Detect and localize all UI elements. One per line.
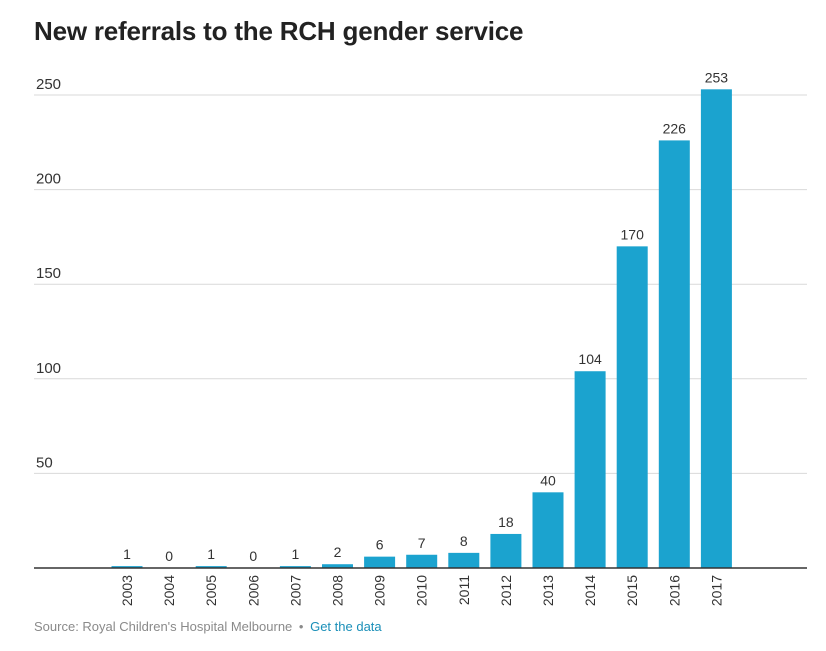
y-tick-label: 250: [36, 76, 61, 93]
x-tick-label: 2013: [540, 575, 556, 606]
data-label: 170: [621, 226, 645, 242]
bar: [658, 140, 690, 568]
data-label: 104: [578, 351, 602, 367]
get-the-data-link[interactable]: Get the data: [310, 619, 382, 634]
x-tick-label: 2017: [708, 575, 724, 606]
bar: [700, 89, 732, 568]
x-tick-label: 2003: [119, 575, 135, 606]
x-tick-label: 2014: [582, 575, 598, 606]
source-text: Source: Royal Children's Hospital Melbou…: [34, 619, 293, 634]
bars: [111, 89, 732, 569]
x-tick-label: 2007: [287, 575, 303, 606]
y-tick-label: 50: [36, 454, 53, 471]
bar: [406, 554, 438, 568]
bar: [195, 566, 227, 568]
data-label: 253: [705, 69, 729, 85]
data-labels: 1 0 1 0 1 2 6 7 8 18 40 104 170 226 253: [123, 69, 728, 564]
bar: [532, 492, 564, 568]
data-label: 40: [540, 472, 556, 488]
y-tick-label: 200: [36, 171, 61, 188]
x-tick-label: 2016: [666, 575, 682, 606]
bar: [322, 564, 353, 568]
bar: [364, 556, 396, 568]
x-tick-label: 2006: [245, 575, 261, 606]
bar: [448, 552, 480, 568]
x-tick-label: 2009: [372, 575, 388, 606]
x-tick-label: 2010: [414, 575, 430, 606]
data-label: 226: [663, 120, 687, 136]
data-label: 18: [498, 514, 514, 530]
data-label: 0: [249, 548, 257, 564]
x-tick-label: 2012: [498, 575, 514, 606]
y-tick-label: 150: [36, 265, 61, 282]
bar: [111, 566, 143, 568]
x-tick-label: 2011: [456, 575, 472, 605]
x-tick-label: 2015: [624, 575, 640, 606]
bar: [574, 371, 606, 568]
data-label: 6: [376, 537, 384, 553]
gridlines: [34, 94, 807, 474]
data-label: 2: [334, 544, 342, 560]
data-label: 1: [207, 546, 215, 562]
source-footer: Source: Royal Children's Hospital Melbou…: [34, 619, 382, 634]
x-tick-label: 2005: [203, 575, 219, 606]
footer-separator: •: [298, 619, 304, 634]
data-label: 1: [292, 546, 300, 562]
data-label: 0: [165, 548, 173, 564]
y-axis-tick-labels: 50 100 150 200 250: [36, 76, 61, 471]
bar: [279, 566, 311, 568]
y-tick-label: 100: [36, 360, 61, 377]
x-tick-label: 2008: [330, 575, 346, 606]
data-label: 8: [460, 533, 468, 549]
bar: [490, 533, 522, 568]
chart-title: New referrals to the RCH gender service: [34, 16, 524, 46]
bar: [616, 246, 648, 569]
data-label: 7: [418, 535, 426, 551]
x-tick-label: 2004: [161, 575, 177, 606]
data-label: 1: [123, 546, 131, 562]
x-axis-tick-labels: 2003 2004 2005 2006 2007 2008 2009 2010 2011 2012…: [119, 575, 724, 606]
